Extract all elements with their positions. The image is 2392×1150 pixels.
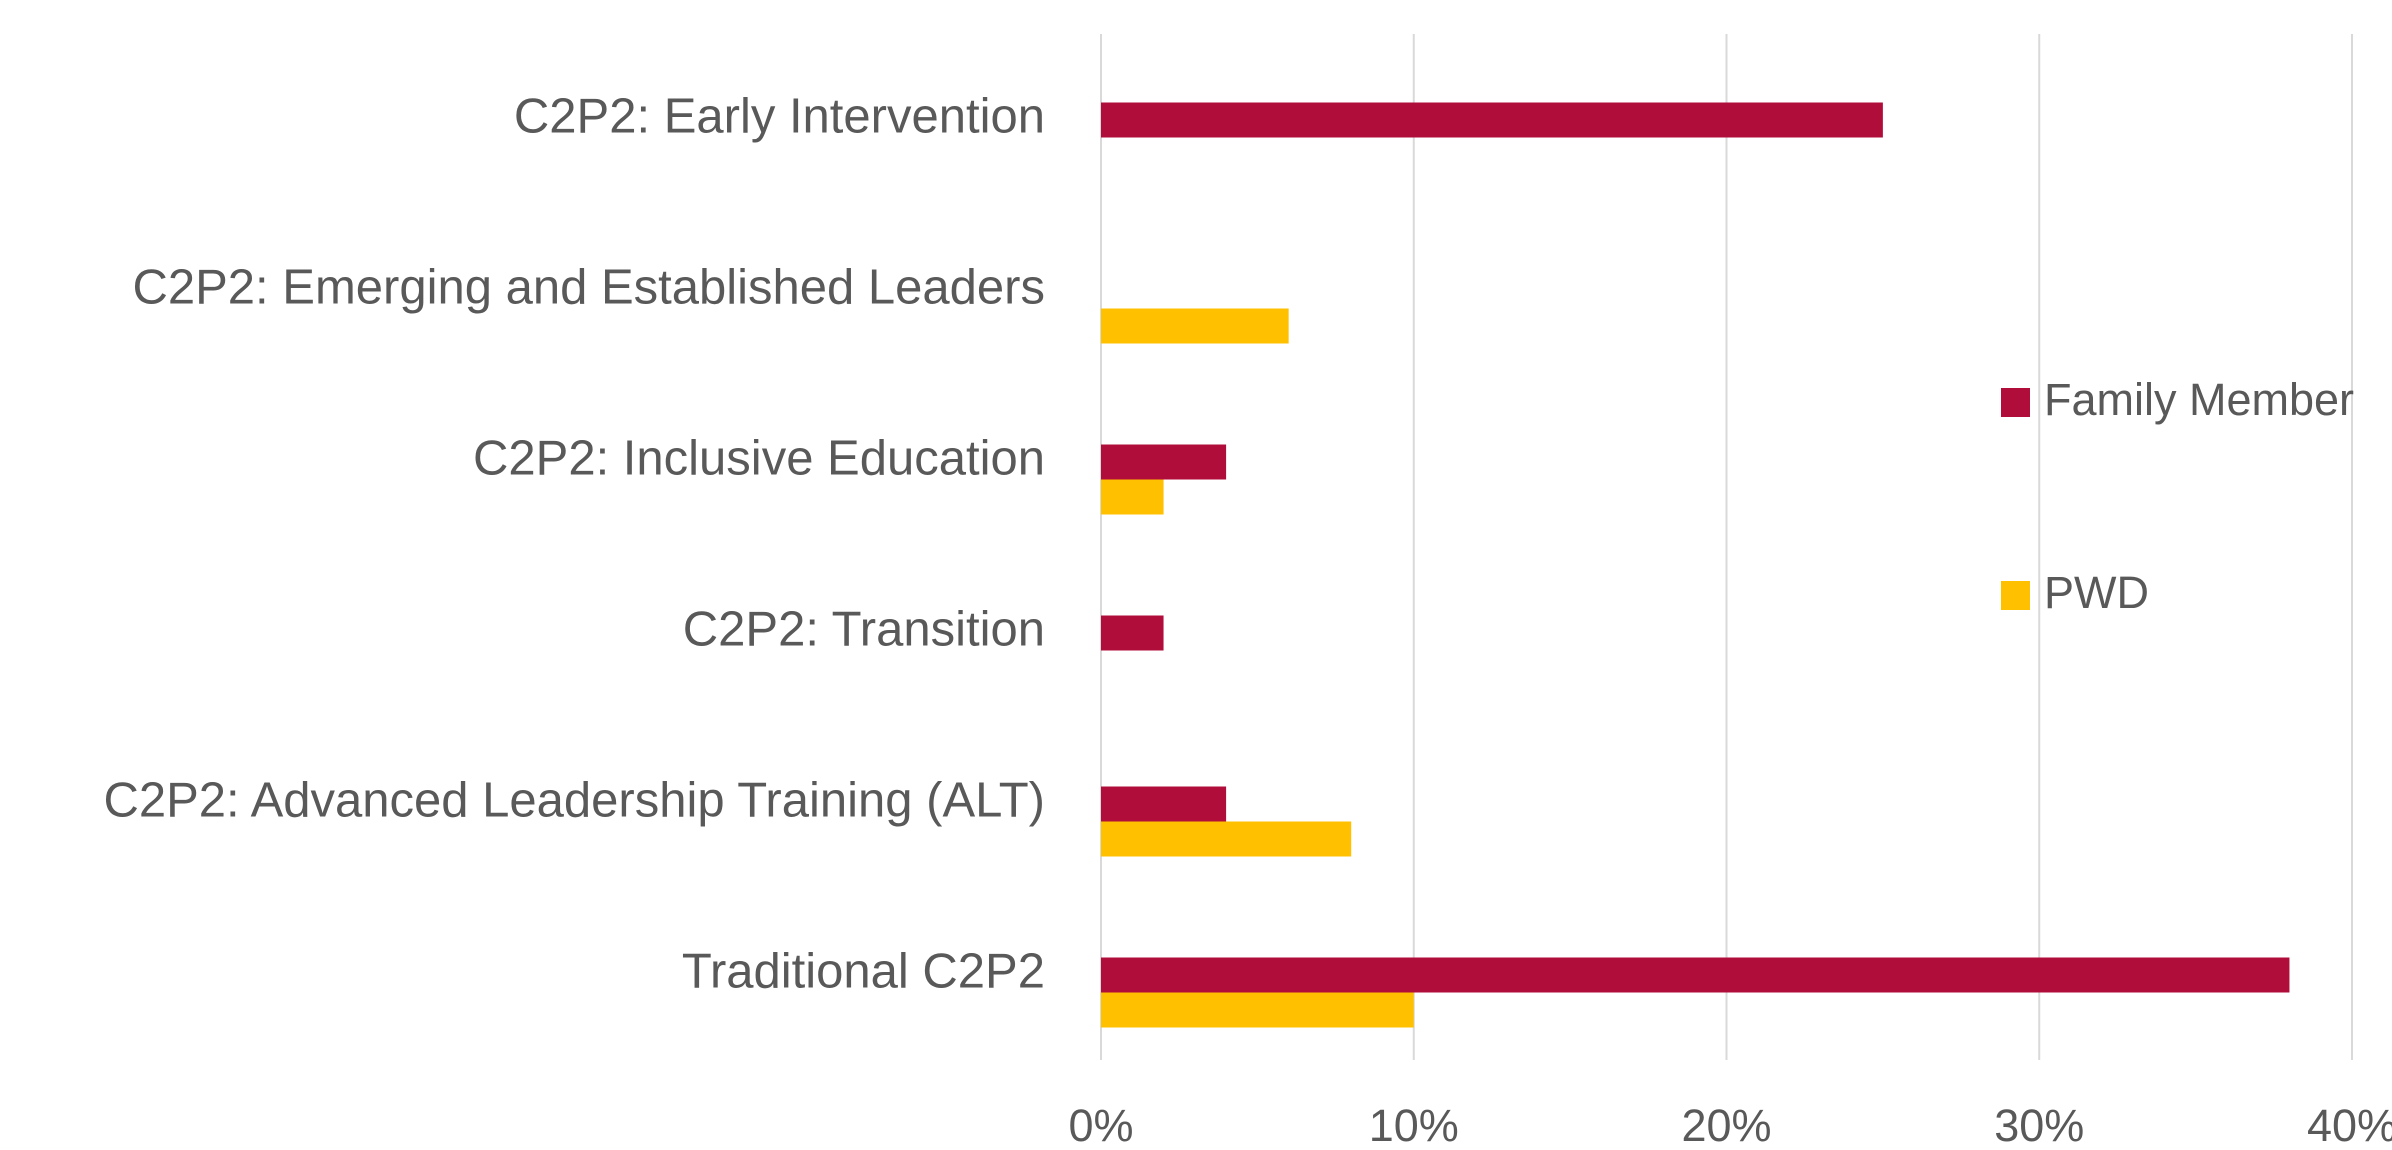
y-tick-label: C2P2: Emerging and Established Leaders [132, 260, 1045, 314]
legend-label: PWD [2044, 567, 2149, 618]
bar [1101, 821, 1352, 857]
legend-swatch [2001, 388, 2030, 417]
y-tick-label: C2P2: Transition [683, 602, 1045, 656]
y-tick-label: C2P2: Advanced Leadership Training (ALT) [103, 773, 1045, 827]
y-tick-label: C2P2: Early Intervention [514, 89, 1045, 143]
bar [1101, 992, 1414, 1028]
x-tick-label: 30% [1994, 1100, 2084, 1150]
x-tick-label: 0% [1068, 1100, 1133, 1150]
bar [1101, 615, 1164, 651]
bar [1101, 786, 1227, 822]
bar [1101, 444, 1227, 480]
x-tick-label: 40% [2307, 1100, 2392, 1150]
legend-label: Family Member [2044, 374, 2354, 425]
bar [1101, 957, 2290, 993]
bar [1101, 308, 1289, 344]
bar [1101, 479, 1164, 515]
legend-swatch [2001, 581, 2030, 610]
bar [1101, 102, 1883, 138]
y-tick-label: C2P2: Inclusive Education [473, 431, 1045, 485]
x-tick-label: 20% [1681, 1100, 1771, 1150]
y-tick-label: Traditional C2P2 [682, 944, 1045, 998]
x-tick-label: 10% [1369, 1100, 1459, 1150]
